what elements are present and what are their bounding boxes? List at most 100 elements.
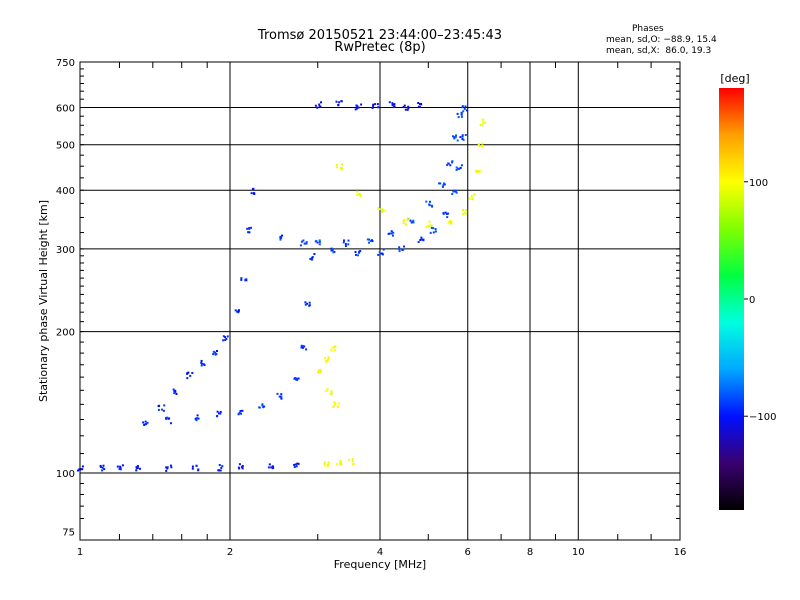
echo-point	[481, 118, 484, 121]
echo-point	[324, 357, 327, 360]
echo-point	[382, 248, 385, 251]
echo-point	[455, 168, 458, 171]
echo-point	[239, 410, 242, 412]
echo-point	[443, 182, 445, 185]
echo-point	[356, 193, 359, 196]
echo-point	[429, 200, 431, 203]
echo-point	[371, 107, 374, 109]
echo-point	[237, 413, 240, 416]
echo-point	[320, 371, 322, 373]
colorbar-tick-label: 0	[749, 295, 755, 306]
echo-point	[165, 469, 168, 472]
echo-point	[338, 402, 340, 405]
echo-point	[175, 393, 178, 395]
y-tick-label: 500	[56, 141, 75, 152]
echo-point	[340, 461, 343, 464]
echo-point	[460, 164, 463, 167]
echo-point	[302, 239, 305, 242]
echo-point	[224, 339, 227, 341]
echo-point	[477, 170, 480, 173]
echo-point	[81, 465, 84, 468]
echo-point	[222, 335, 225, 338]
echo-point	[401, 248, 404, 251]
echo-point	[300, 344, 303, 347]
echo-point	[422, 239, 425, 242]
echo-point	[428, 204, 431, 207]
colorbar-tick-label: −100	[749, 412, 776, 423]
echo-point	[220, 466, 223, 469]
echo-point	[451, 160, 454, 163]
echo-point	[330, 249, 333, 252]
echo-point	[477, 144, 480, 147]
echo-point	[318, 103, 321, 106]
echo-point	[162, 409, 165, 412]
echo-point	[144, 420, 147, 423]
echo-point	[235, 310, 238, 313]
echo-point	[200, 364, 203, 367]
echo-point	[280, 393, 283, 396]
echo-point	[119, 466, 122, 469]
echo-point	[319, 368, 322, 371]
echo-point	[339, 460, 341, 462]
echo-point	[344, 243, 347, 245]
echo-point	[403, 218, 406, 221]
echo-point	[402, 105, 405, 108]
x-axis-label: Frequency [MHz]	[334, 558, 426, 571]
echo-point	[393, 105, 396, 108]
echo-point	[196, 417, 199, 420]
echo-point	[336, 405, 339, 408]
echo-point	[119, 468, 122, 471]
echo-point	[244, 279, 247, 282]
echo-point	[355, 253, 357, 256]
echo-point	[339, 167, 342, 170]
echo-point	[118, 468, 121, 470]
echo-point	[419, 239, 422, 241]
echo-point	[481, 124, 484, 127]
echo-point	[457, 116, 460, 119]
chart-subtitle: RwPretec (8p)	[334, 40, 426, 55]
echo-point	[295, 377, 298, 380]
echo-point	[101, 469, 104, 472]
echo-point	[116, 465, 119, 468]
echo-point	[335, 163, 338, 166]
echo-point	[136, 467, 139, 469]
echo-point	[468, 197, 471, 200]
echo-point	[201, 362, 204, 365]
y-tick-label: 75	[62, 528, 75, 539]
echo-point	[408, 218, 411, 220]
echo-point	[216, 350, 218, 352]
echo-point	[402, 222, 405, 225]
chart-title: Tromsø 20150521 23:44:00–23:45:43	[257, 28, 503, 43]
echo-point	[430, 226, 433, 229]
echo-point	[434, 230, 437, 233]
echo-point	[343, 239, 345, 242]
echo-point	[101, 466, 104, 469]
echo-point	[221, 465, 224, 468]
echo-point	[157, 408, 160, 411]
echo-point	[318, 369, 321, 372]
echo-point	[279, 238, 282, 241]
echo-point	[326, 465, 329, 468]
echo-point	[258, 406, 261, 409]
y-axis-label: Stationary phase Virtual Height [km]	[37, 200, 50, 402]
echo-point	[218, 412, 220, 415]
echo-point	[465, 109, 468, 112]
echo-point	[407, 105, 410, 108]
echo-point	[461, 137, 464, 140]
echo-point	[450, 222, 453, 225]
echo-point	[136, 465, 139, 467]
echo-point	[278, 395, 281, 398]
echo-point	[327, 356, 330, 359]
echo-point	[452, 135, 454, 138]
echo-point	[187, 371, 190, 374]
echo-point	[449, 219, 452, 222]
echo-point	[441, 185, 444, 188]
echo-point	[431, 204, 433, 207]
echo-point	[330, 390, 333, 393]
echo-point	[318, 105, 321, 108]
echo-point	[333, 404, 336, 406]
echo-point	[306, 302, 309, 305]
echo-point	[461, 135, 464, 138]
echo-point	[406, 108, 409, 111]
echo-point	[219, 469, 222, 472]
